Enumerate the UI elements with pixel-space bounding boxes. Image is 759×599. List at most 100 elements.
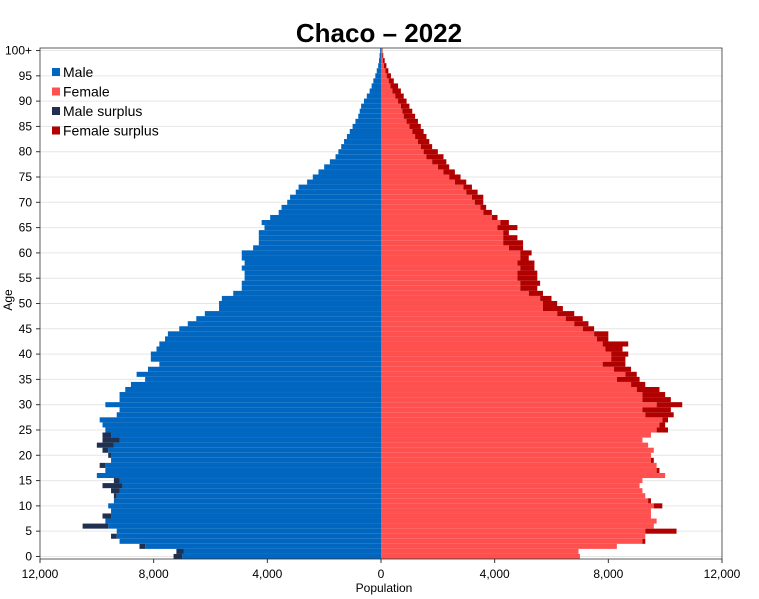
- male-surplus-age-1: [176, 548, 184, 554]
- female-surplus-age-68: [483, 209, 492, 215]
- female-surplus-age-100: [381, 48, 383, 54]
- male-bar-age-45: [179, 326, 381, 332]
- male-bar-age-21: [108, 447, 381, 453]
- male-bar-age-47: [196, 316, 381, 322]
- male-bar-age-63: [258, 235, 381, 241]
- female-bar-age-68: [381, 209, 484, 215]
- female-bar-age-29: [381, 407, 643, 413]
- female-surplus-age-91: [395, 93, 404, 99]
- female-surplus-age-90: [398, 98, 407, 104]
- male-surplus-age-0: [173, 553, 183, 559]
- female-bar-age-91: [381, 93, 396, 99]
- male-bar-age-96: [376, 68, 381, 74]
- female-bar-age-5: [381, 528, 646, 534]
- female-surplus-age-51: [540, 295, 552, 301]
- female-bar-age-21: [381, 447, 654, 453]
- male-bar-age-67: [270, 214, 381, 221]
- male-bar-age-62: [258, 240, 381, 246]
- male-bar-age-99: [379, 53, 381, 59]
- female-bar-age-70: [381, 199, 475, 205]
- female-bar-age-41: [381, 346, 606, 352]
- female-bar-age-47: [381, 316, 566, 322]
- male-bar-age-59: [241, 255, 381, 261]
- x-tick-label: 4,000: [252, 567, 282, 581]
- female-bar-age-35: [381, 376, 617, 382]
- female-bar-age-99: [381, 53, 383, 59]
- female-bar-age-3: [381, 538, 643, 544]
- female-surplus-age-86: [406, 118, 418, 124]
- female-bar-age-67: [381, 214, 492, 221]
- male-bar-age-31: [119, 397, 382, 403]
- female-bar-age-37: [381, 366, 615, 372]
- female-bar-age-84: [381, 128, 413, 135]
- male-bar-age-11: [113, 498, 381, 504]
- female-bar-age-100: [381, 48, 382, 54]
- male-bar-age-64: [258, 230, 381, 236]
- female-surplus-age-35: [616, 376, 640, 382]
- female-surplus-age-33: [636, 386, 660, 393]
- female-bar-age-0: [381, 553, 580, 559]
- female-surplus-age-27: [662, 417, 669, 423]
- male-bar-age-90: [363, 98, 381, 104]
- female-bar-age-89: [381, 103, 401, 109]
- female-bar-age-94: [381, 78, 389, 84]
- male-bar-age-51: [221, 295, 381, 301]
- female-bar-age-73: [381, 184, 464, 190]
- male-surplus-age-4: [111, 533, 117, 539]
- male-surplus-age-20: [108, 452, 112, 458]
- female-surplus-age-31: [642, 397, 671, 403]
- male-bar-age-37: [147, 366, 381, 372]
- female-bar-age-82: [381, 139, 418, 145]
- y-tick-label: 80: [19, 145, 33, 159]
- male-bar-age-2: [145, 543, 381, 549]
- male-bar-age-39: [150, 356, 381, 362]
- female-surplus-age-34: [631, 381, 646, 387]
- male-bar-age-86: [355, 118, 381, 124]
- female-bar-age-2: [381, 543, 617, 549]
- male-bar-age-6: [108, 523, 381, 529]
- male-bar-age-48: [204, 311, 381, 317]
- female-surplus-age-32: [642, 392, 666, 398]
- female-bar-age-31: [381, 397, 643, 403]
- male-surplus-age-2: [139, 543, 146, 549]
- female-bar-age-85: [381, 123, 410, 129]
- male-bar-age-50: [219, 300, 381, 307]
- female-bar-age-4: [381, 533, 646, 539]
- male-bar-age-36: [136, 371, 381, 377]
- female-surplus-age-66: [500, 220, 509, 226]
- female-bar-age-97: [381, 63, 384, 69]
- male-bar-age-0: [182, 553, 381, 559]
- legend-label: Female surplus: [63, 123, 159, 139]
- female-surplus-age-48: [557, 311, 575, 317]
- female-bar-age-86: [381, 118, 407, 124]
- male-bar-age-52: [233, 290, 381, 296]
- female-bar-age-79: [381, 154, 427, 160]
- y-tick-label: 50: [19, 297, 33, 311]
- male-bar-age-65: [264, 225, 381, 231]
- y-tick-label: 0: [25, 549, 32, 563]
- female-bar-age-95: [381, 73, 387, 79]
- male-bar-age-20: [111, 452, 382, 458]
- male-bar-age-25: [105, 427, 381, 433]
- male-bar-age-91: [366, 93, 381, 99]
- female-bar-age-64: [381, 230, 504, 236]
- male-bar-age-71: [290, 194, 381, 200]
- male-surplus-age-21: [102, 447, 109, 453]
- female-bar-age-81: [381, 144, 421, 150]
- male-bar-age-79: [335, 154, 381, 160]
- y-tick-label: 10: [19, 499, 33, 513]
- male-bar-age-28: [116, 412, 381, 418]
- female-bar-age-14: [381, 483, 640, 489]
- female-surplus-age-81: [420, 144, 433, 150]
- female-bar-age-28: [381, 412, 646, 418]
- female-bar-age-56: [381, 270, 518, 276]
- male-bar-age-34: [130, 381, 381, 387]
- legend-label: Female: [63, 84, 110, 100]
- female-bar-age-78: [381, 159, 433, 165]
- female-bar-age-98: [381, 58, 383, 64]
- male-bar-age-75: [312, 174, 381, 180]
- male-bar-age-84: [349, 128, 381, 135]
- female-bar-age-42: [381, 341, 603, 347]
- female-bar-age-26: [381, 422, 660, 428]
- male-bar-age-29: [119, 407, 382, 413]
